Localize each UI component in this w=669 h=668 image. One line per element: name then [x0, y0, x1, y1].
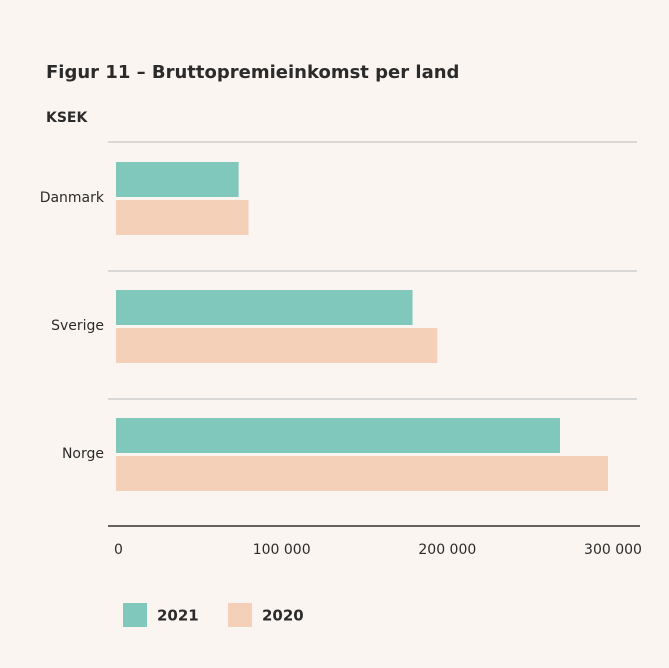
y-tick-label: Danmark [40, 190, 105, 206]
legend-label: 2021 [157, 607, 199, 625]
legend-swatch [228, 603, 252, 627]
bar [116, 162, 239, 197]
legend-swatch [123, 603, 147, 627]
x-tick-label: 100 000 [253, 542, 311, 558]
y-tick-label: Sverige [51, 318, 104, 334]
bar [116, 290, 413, 325]
y-tick-label: Norge [62, 446, 104, 462]
legend-label: 2020 [262, 607, 304, 625]
x-tick-label: 300 000 [584, 542, 642, 558]
bar [116, 418, 560, 453]
bar [116, 328, 438, 363]
bar [116, 456, 609, 491]
x-tick-label: 0 [114, 542, 123, 558]
unit-label: KSEK [46, 110, 88, 126]
bar [116, 200, 249, 235]
x-tick-label: 200 000 [418, 542, 476, 558]
chart-title: Figur 11 – Bruttopremieinkomst per land [46, 62, 459, 83]
